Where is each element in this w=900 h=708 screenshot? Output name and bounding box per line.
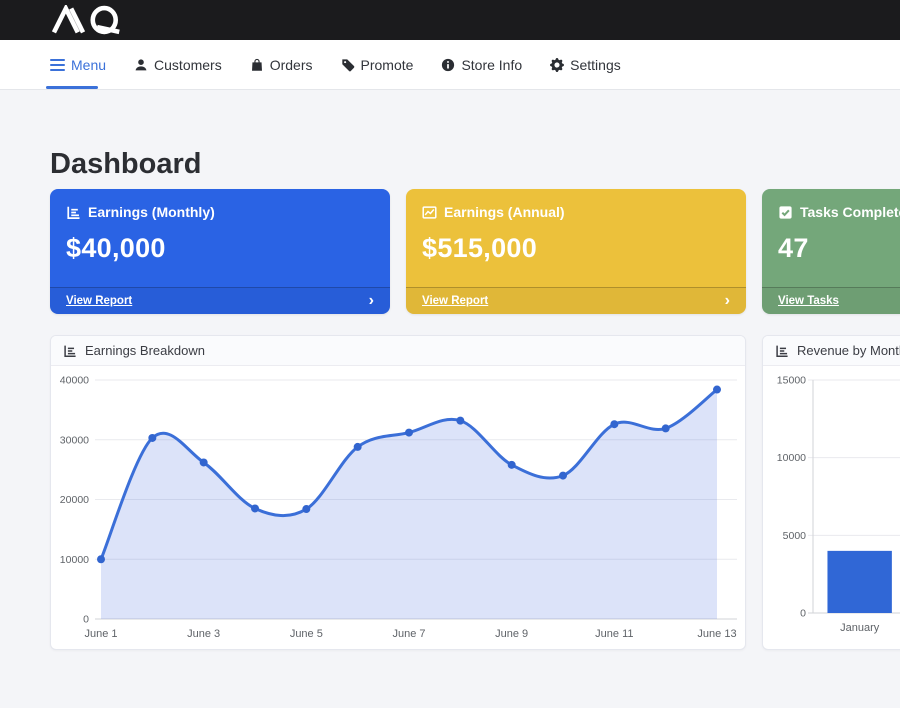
stat-card-body: Tasks Completed 47: [762, 189, 900, 264]
info-icon: [442, 58, 455, 71]
charts-row: Earnings Breakdown 0 10000 20000 30000 40000…: [50, 335, 900, 650]
stat-card-footer: View Report ›: [406, 287, 746, 314]
svg-text:June 1: June 1: [84, 628, 117, 640]
chart-card-header: Revenue by Month: [763, 336, 900, 366]
svg-text:June 13: June 13: [697, 628, 736, 640]
stat-card-title: Earnings (Monthly): [88, 204, 215, 220]
nav-item-label: Store Info: [461, 56, 523, 73]
svg-text:June 3: June 3: [187, 628, 220, 640]
bar-chart-icon: [64, 345, 76, 357]
tasks-completed-card: Tasks Completed 47 View Tasks ›: [762, 189, 900, 314]
chart-title: Revenue by Month: [797, 343, 900, 358]
hamburger-icon: [50, 58, 65, 71]
svg-text:10000: 10000: [777, 452, 806, 464]
nav-item-label: Orders: [269, 56, 313, 73]
bar-chart-icon: [776, 345, 788, 357]
stat-card-title: Tasks Completed: [800, 204, 900, 220]
svg-text:June 7: June 7: [392, 628, 425, 640]
nav-item-promote[interactable]: Promote: [341, 40, 414, 89]
tag-icon: [341, 58, 354, 71]
nav-item-customers[interactable]: Customers: [134, 40, 222, 89]
revenue-by-month-chart: 0 5000 10000 15000 January: [763, 366, 900, 649]
person-icon: [135, 58, 147, 70]
svg-text:0: 0: [83, 614, 89, 626]
nav-item-orders[interactable]: Orders: [250, 40, 313, 89]
chart-card-header: Earnings Breakdown: [51, 336, 745, 366]
nav-item-label: Customers: [154, 56, 222, 73]
svg-text:10000: 10000: [60, 554, 89, 566]
dashboard-content: Dashboard Earnings (Monthly) $40,000 Vie…: [0, 90, 900, 650]
line-chart-icon: [422, 205, 437, 219]
topbar: [0, 0, 900, 40]
earnings-monthly-card: Earnings (Monthly) $40,000 View Report ›: [50, 189, 390, 314]
stat-card-body: Earnings (Monthly) $40,000: [50, 189, 390, 264]
view-report-link[interactable]: View Report: [66, 295, 133, 307]
nav-item-label: Menu: [71, 56, 107, 73]
svg-text:0: 0: [800, 608, 806, 620]
brand-logo[interactable]: [45, 5, 137, 35]
svg-text:June 9: June 9: [495, 628, 528, 640]
active-tab-underline: [46, 86, 98, 89]
nav-item-store-info[interactable]: Store Info: [441, 40, 522, 89]
earnings-breakdown-card: Earnings Breakdown 0 10000 20000 30000 40000…: [50, 335, 746, 650]
stat-cards-row: Earnings (Monthly) $40,000 View Report ›: [50, 189, 900, 314]
svg-text:June 5: June 5: [290, 628, 323, 640]
svg-text:15000: 15000: [777, 375, 806, 387]
view-report-link[interactable]: View Report: [422, 295, 489, 307]
chevron-right-icon[interactable]: ›: [724, 292, 730, 309]
bag-icon: [251, 58, 262, 71]
svg-text:20000: 20000: [60, 494, 89, 506]
svg-text:5000: 5000: [783, 530, 807, 542]
nav-item-menu[interactable]: Menu: [46, 40, 107, 89]
svg-text:January: January: [840, 622, 880, 634]
chart-title: Earnings Breakdown: [85, 343, 205, 358]
revenue-by-month-card: Revenue by Month 0 5000 10000 15000 January: [762, 335, 900, 650]
stat-card-value: $515,000: [422, 233, 538, 263]
chevron-right-icon[interactable]: ›: [368, 292, 374, 309]
bar-chart-icon: [67, 206, 80, 219]
svg-text:40000: 40000: [60, 375, 89, 387]
stat-card-footer: View Tasks ›: [762, 287, 900, 314]
view-tasks-link[interactable]: View Tasks: [778, 295, 839, 307]
nav-item-settings[interactable]: Settings: [550, 40, 621, 89]
page-title: Dashboard: [50, 148, 202, 180]
stat-card-body: Earnings (Annual) $515,000: [406, 189, 746, 264]
nav-item-label: Promote: [360, 56, 414, 73]
stat-card-value: 47: [778, 233, 809, 263]
svg-text:June 11: June 11: [595, 628, 633, 640]
check-square-icon: [779, 205, 792, 219]
nav-item-label: Settings: [570, 56, 621, 73]
earnings-breakdown-chart: 0 10000 20000 30000 40000 June 1 June 3 June 5 J…: [51, 366, 745, 649]
earnings-annual-card: Earnings (Annual) $515,000 View Report ›: [406, 189, 746, 314]
gear-icon: [550, 57, 565, 72]
stat-card-value: $40,000: [66, 233, 166, 263]
stat-card-footer: View Report ›: [50, 287, 390, 314]
svg-text:30000: 30000: [60, 434, 89, 446]
stat-card-title: Earnings (Annual): [444, 204, 565, 220]
main-nav: Menu Customers Orders Promote: [0, 40, 900, 90]
